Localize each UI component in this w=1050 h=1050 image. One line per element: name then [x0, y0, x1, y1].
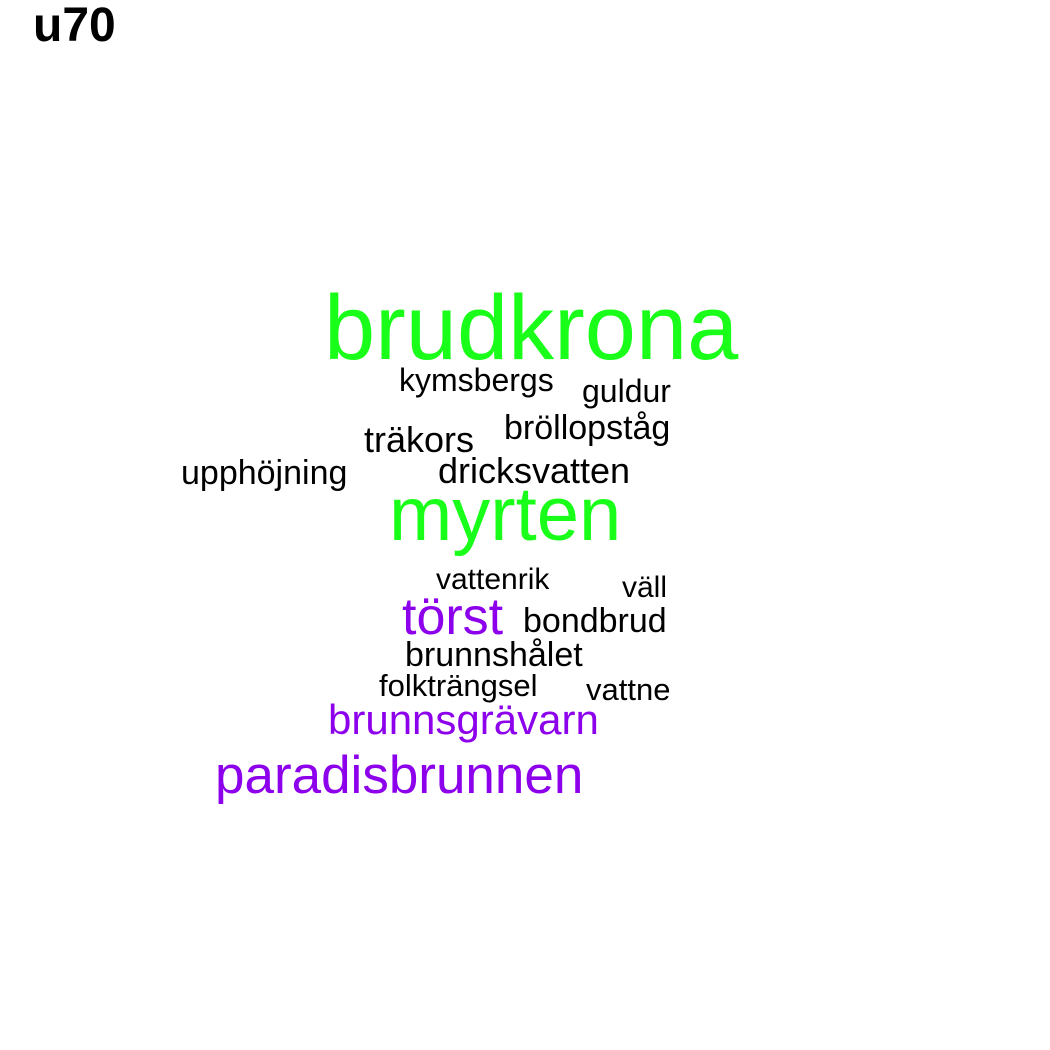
chart-title: u70 [33, 0, 116, 52]
word-vattne: vattne [586, 672, 671, 707]
word-torst: törst [402, 588, 504, 646]
word-kymsbergs: kymsbergs [399, 362, 554, 398]
word-dricksvatten: dricksvatten [438, 450, 631, 491]
word-myrten: myrten [389, 472, 622, 557]
word-brudkrona: brudkrona [324, 277, 739, 379]
word-vattenrik: vattenrik [436, 563, 550, 596]
word-brunnshalet: brunnshålet [405, 636, 583, 674]
word-folktrangsel: folkträngsel [379, 668, 538, 703]
word-paradisbrunnen: paradisbrunnen [215, 746, 584, 805]
word-bondbrud: bondbrud [523, 602, 667, 640]
word-trakors: träkors [364, 419, 475, 460]
word-vall: väll [622, 571, 668, 604]
word-guldur: guldur [582, 373, 671, 409]
word-upphojning: upphöjning [181, 454, 348, 492]
word-brunnsgravarn: brunnsgrävarn [328, 696, 599, 743]
word-brollopstag: bröllopståg [504, 409, 671, 447]
